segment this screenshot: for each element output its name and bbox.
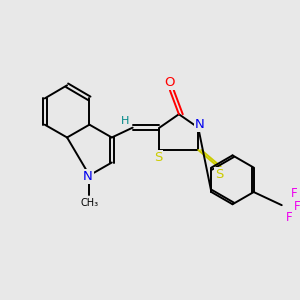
Text: O: O bbox=[165, 76, 175, 88]
Text: N: N bbox=[83, 170, 93, 183]
Text: F: F bbox=[291, 187, 298, 200]
Text: CH₃: CH₃ bbox=[80, 198, 98, 208]
Text: F: F bbox=[294, 200, 300, 213]
Text: F: F bbox=[286, 211, 292, 224]
Text: N: N bbox=[195, 118, 205, 131]
Text: H: H bbox=[121, 116, 129, 126]
Text: S: S bbox=[154, 151, 162, 164]
Text: S: S bbox=[215, 168, 223, 181]
